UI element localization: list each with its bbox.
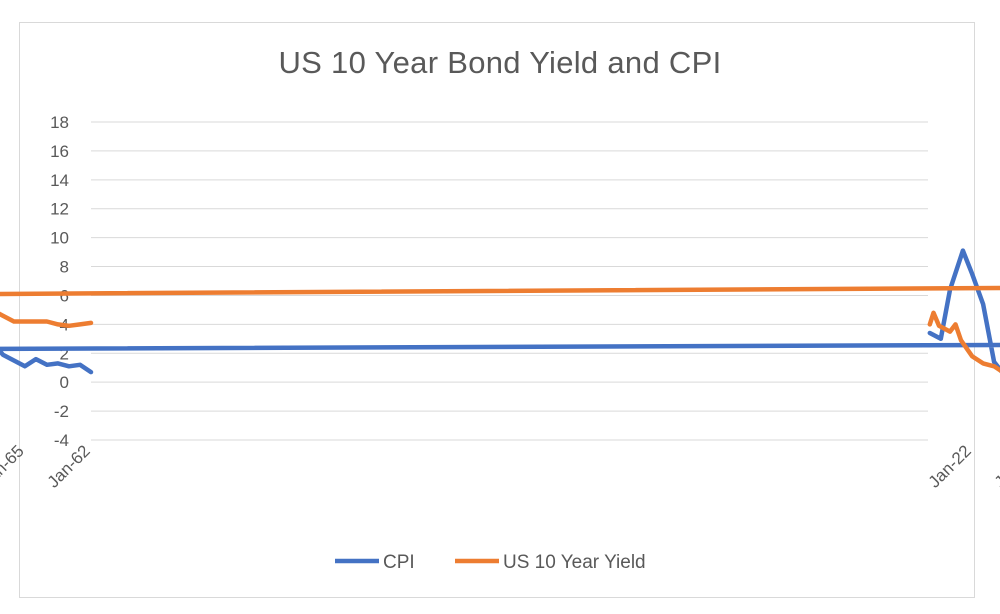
y-tick-label: 10 bbox=[50, 229, 69, 248]
y-tick-label: -2 bbox=[54, 402, 69, 421]
y-tick-label: 0 bbox=[60, 373, 69, 392]
chart-area bbox=[19, 22, 975, 598]
x-tick-label: Jan-65 bbox=[0, 441, 28, 491]
legend-label: US 10 Year Yield bbox=[503, 552, 646, 573]
x-tick-label: Jan-22 bbox=[925, 441, 975, 491]
y-tick-label: 18 bbox=[50, 113, 69, 132]
y-tick-label: 14 bbox=[50, 171, 69, 190]
series-line-1 bbox=[0, 285, 1000, 373]
y-tick-label: 2 bbox=[60, 344, 69, 363]
gridlines bbox=[91, 121, 928, 441]
y-tick-label: -4 bbox=[54, 431, 69, 450]
x-tick-label: Jan-19 bbox=[991, 441, 1000, 491]
x-axis-ticks: Jan-62Jan-65Jan-68Jan-71Jan-74Jan-77Jan-… bbox=[0, 441, 1000, 491]
y-tick-label: 8 bbox=[60, 258, 69, 277]
chart-title: US 10 Year Bond Yield and CPI bbox=[278, 45, 722, 80]
legend-label: CPI bbox=[383, 552, 415, 573]
series-lines bbox=[0, 248, 1000, 375]
y-tick-label: 12 bbox=[50, 200, 69, 219]
y-tick-label: 16 bbox=[50, 142, 69, 161]
legend: CPI US 10 Year Yield bbox=[335, 552, 646, 573]
y-tick-label: 6 bbox=[60, 286, 69, 305]
